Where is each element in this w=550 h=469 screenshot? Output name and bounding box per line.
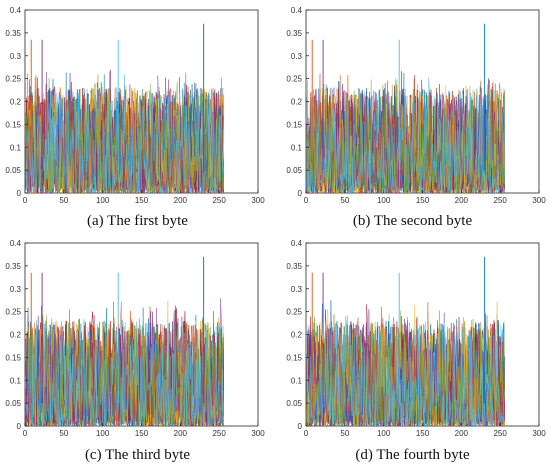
x-tick-label-c: 200 (174, 429, 188, 438)
y-tick-label-a: 0.3 (10, 52, 22, 61)
series-line-b-20 (306, 80, 506, 193)
subplot-b: 0 0.05 0.1 0.15 0.2 0.25 0.3 0.35 0.4 0 50 100 150 20… (286, 6, 546, 205)
x-tick-label-d: 0 (304, 429, 309, 438)
y-tick-label-a: 0.15 (5, 120, 21, 129)
x-tick-label-a: 250 (212, 196, 226, 205)
x-tick-label-a: 100 (96, 196, 110, 205)
x-tick-label-c: 0 (23, 429, 28, 438)
y-tick-label-c: 0.1 (10, 376, 22, 385)
y-tick-label-b: 0.2 (291, 98, 303, 107)
y-tick-label-d: 0.35 (286, 262, 302, 271)
y-tick-label-a: 0.05 (5, 166, 21, 175)
x-tick-label-a: 0 (23, 196, 28, 205)
x-tick-label-d: 100 (377, 429, 391, 438)
subplot-d: 0 0.05 0.1 0.15 0.2 0.25 0.3 0.35 0.4 0 50 100 150 20… (286, 239, 546, 438)
caption-b: (b) The second byte (352, 213, 473, 229)
y-tick-label-b: 0.25 (286, 75, 302, 84)
x-tick-label-c: 300 (251, 429, 265, 438)
x-tick-label-b: 250 (493, 196, 507, 205)
y-tick-label-a: 0.1 (10, 143, 22, 152)
y-tick-label-c: 0 (17, 422, 22, 431)
y-tick-label-d: 0.15 (286, 353, 302, 362)
y-tick-label-b: 0.3 (291, 52, 303, 61)
y-tick-label-d: 0.2 (291, 331, 303, 340)
y-tick-label-b: 0 (298, 189, 303, 198)
y-tick-label-d: 0.1 (291, 376, 303, 385)
y-tick-label-b: 0.4 (291, 6, 303, 15)
series-line-c-20 (25, 318, 225, 426)
series-group-d (306, 256, 506, 426)
x-tick-label-d: 50 (340, 429, 349, 438)
y-tick-label-d: 0.05 (286, 399, 302, 408)
y-tick-label-a: 0.25 (5, 75, 21, 84)
y-tick-label-b: 0.35 (286, 29, 302, 38)
x-tick-label-c: 100 (96, 429, 110, 438)
caption-a: (a) The first byte (87, 213, 188, 229)
x-tick-label-b: 150 (416, 196, 430, 205)
y-tick-label-a: 0.4 (10, 6, 22, 15)
x-tick-label-b: 300 (532, 196, 546, 205)
subplot-c: 0 0.05 0.1 0.15 0.2 0.25 0.3 0.35 0.4 0 50 100 150 20… (5, 239, 265, 438)
y-tick-label-a: 0 (17, 189, 22, 198)
y-tick-label-d: 0.4 (291, 239, 303, 248)
caption-c: (c) The third byte (84, 447, 191, 463)
series-group-a (25, 23, 225, 193)
x-tick-label-a: 50 (59, 196, 68, 205)
x-tick-label-c: 50 (59, 429, 68, 438)
y-tick-label-b: 0.15 (286, 120, 302, 129)
x-tick-label-b: 50 (340, 196, 349, 205)
series-line-a-20 (25, 74, 225, 193)
y-tick-label-d: 0.25 (286, 308, 302, 317)
y-tick-label-b: 0.1 (291, 143, 303, 152)
x-tick-label-d: 200 (455, 429, 469, 438)
y-tick-label-c: 0.35 (5, 262, 21, 271)
x-tick-label-a: 300 (251, 196, 265, 205)
x-tick-label-a: 150 (135, 196, 149, 205)
y-tick-label-a: 0.35 (5, 29, 21, 38)
x-tick-label-b: 200 (455, 196, 469, 205)
series-group-c (25, 256, 225, 426)
y-tick-label-a: 0.2 (10, 98, 22, 107)
x-tick-label-c: 250 (212, 429, 226, 438)
x-tick-label-a: 200 (174, 196, 188, 205)
y-tick-label-c: 0.4 (10, 239, 22, 248)
y-tick-label-c: 0.25 (5, 308, 21, 317)
x-tick-label-b: 100 (377, 196, 391, 205)
x-tick-label-d: 250 (493, 429, 507, 438)
y-tick-label-d: 0.3 (291, 285, 303, 294)
y-tick-label-c: 0.15 (5, 353, 21, 362)
x-tick-label-b: 0 (304, 196, 309, 205)
caption-d: (d) The fourth byte (355, 447, 470, 463)
series-line-d-20 (306, 316, 506, 426)
y-tick-label-d: 0 (298, 422, 303, 431)
y-tick-label-c: 0.05 (5, 399, 21, 408)
y-tick-label-c: 0.3 (10, 285, 22, 294)
y-tick-label-b: 0.05 (286, 166, 302, 175)
subplot-a: 0 0.05 0.1 0.15 0.2 0.25 0.3 0.35 0.4 0 50 100 150 20… (5, 6, 265, 205)
x-tick-label-d: 300 (532, 429, 546, 438)
x-tick-label-d: 150 (416, 429, 430, 438)
y-tick-label-c: 0.2 (10, 331, 22, 340)
x-tick-label-c: 150 (135, 429, 149, 438)
series-group-b (306, 23, 506, 193)
